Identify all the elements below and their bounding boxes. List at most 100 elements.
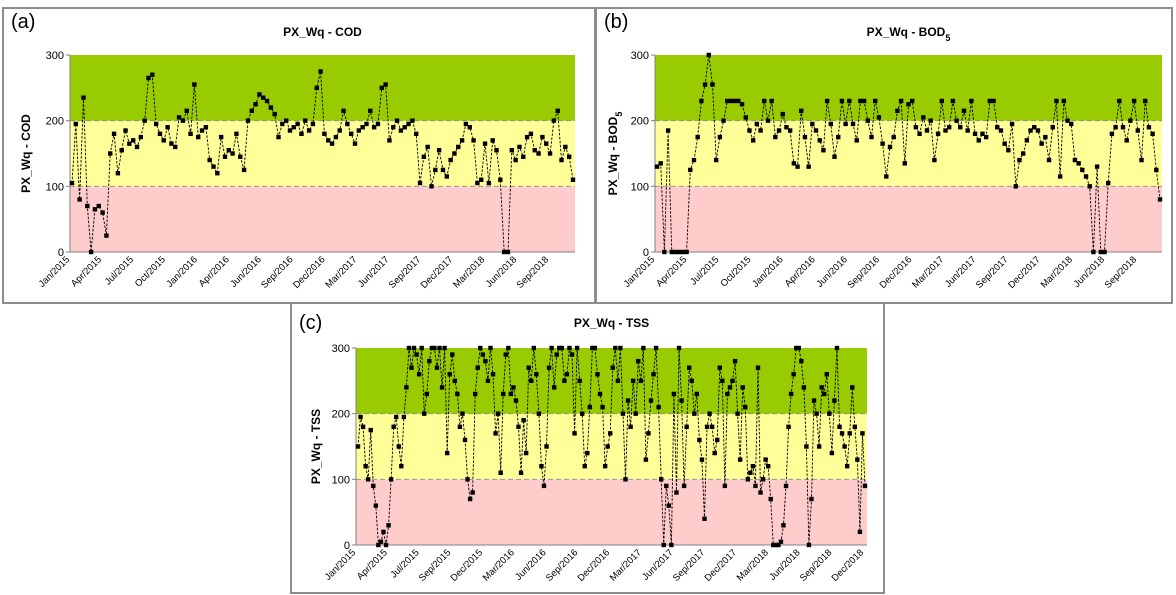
x-tick-label: Sep/2018: [1103, 254, 1140, 291]
x-tick-label: Dec/2016: [576, 547, 613, 584]
data-point: [665, 128, 671, 133]
data-point: [592, 345, 598, 351]
data-point: [610, 365, 615, 370]
data-point: [452, 151, 457, 156]
data-point: [511, 385, 516, 390]
data-point: [572, 431, 577, 436]
data-point: [834, 345, 840, 351]
data-point: [409, 365, 414, 370]
data-point: [396, 444, 401, 449]
data-point: [457, 424, 463, 429]
x-tick-label: Sep/2016: [846, 254, 883, 291]
data-point: [737, 457, 743, 462]
x-tick-label: Mar/2017: [910, 254, 946, 290]
data-point: [551, 385, 557, 390]
x-tick-label: Dec/2017: [703, 547, 740, 584]
y-axis-label-subscript: 5: [614, 112, 624, 117]
data-point: [310, 121, 316, 127]
data-point: [679, 398, 684, 403]
y-tick-label: 300: [631, 50, 649, 62]
data-point: [658, 477, 664, 482]
data-point: [203, 125, 209, 130]
band-0: [655, 186, 1162, 252]
data-point: [337, 128, 342, 133]
data-point: [381, 529, 386, 535]
data-point: [735, 411, 740, 416]
data-point: [709, 424, 715, 429]
data-point: [1146, 125, 1152, 130]
data-point: [1065, 118, 1070, 123]
data-point: [1135, 128, 1141, 133]
data-point: [666, 503, 672, 508]
data-point: [653, 345, 659, 351]
data-point: [486, 180, 492, 186]
x-tick-label: Dec/2016: [878, 254, 915, 291]
data-point: [1131, 98, 1137, 104]
x-tick-label: Sep/2017: [671, 547, 708, 584]
data-point: [795, 164, 800, 169]
data-point: [115, 171, 121, 176]
data-point: [437, 345, 442, 351]
data-point: [482, 141, 488, 146]
data-point: [318, 69, 323, 74]
x-tick-label: Jun/2017: [640, 547, 675, 582]
data-point: [138, 134, 144, 140]
data-point: [646, 431, 651, 436]
data-point: [620, 411, 626, 416]
chart-cod: PX_Wq - COD PX_Wq - COD 0 100 200 300 Jan/2015…: [19, 25, 576, 291]
x-tick-label: Mar/2017: [608, 547, 644, 583]
data-point: [839, 98, 845, 104]
data-point: [763, 457, 768, 462]
data-point: [383, 542, 389, 548]
data-point: [1157, 197, 1163, 202]
data-point: [345, 121, 350, 127]
data-point: [192, 82, 197, 87]
data-point: [802, 134, 808, 140]
data-point: [555, 108, 560, 114]
data-point: [865, 118, 871, 123]
data-point: [623, 477, 628, 482]
data-point: [684, 424, 689, 429]
data-point: [780, 111, 785, 117]
data-point: [123, 128, 128, 133]
data-point: [1024, 138, 1030, 143]
data-point: [434, 365, 440, 370]
data-point: [809, 496, 814, 502]
x-tick-label: Jun/2016: [513, 547, 548, 582]
data-point: [811, 398, 817, 403]
data-point: [562, 378, 567, 384]
data-point: [671, 391, 677, 397]
data-point: [287, 128, 293, 133]
data-point: [472, 391, 478, 397]
data-point: [786, 424, 791, 429]
data-point: [980, 131, 985, 136]
data-point: [794, 345, 799, 351]
data-point: [363, 464, 368, 469]
chart-panel-tss: PX_Wq - TSS PX_Wq - TSS 0 100 200 300 Jan/2015…: [290, 304, 885, 594]
data-point: [972, 131, 978, 136]
data-point: [1143, 98, 1148, 104]
data-point: [411, 345, 417, 351]
data-point: [439, 385, 445, 390]
data-point: [1017, 157, 1022, 163]
data-point: [1080, 167, 1085, 173]
data-point: [276, 134, 281, 140]
data-point: [253, 102, 258, 107]
data-point: [765, 464, 771, 469]
x-tick-label: Dec/2018: [830, 547, 867, 584]
data-point: [1128, 118, 1133, 123]
data-point: [173, 144, 178, 150]
data-point: [108, 151, 113, 156]
data-point: [765, 118, 771, 123]
data-point: [513, 398, 519, 403]
data-point: [536, 411, 542, 416]
data-point: [692, 411, 697, 416]
data-point: [781, 523, 786, 528]
data-point: [524, 134, 530, 140]
data-point: [368, 427, 373, 433]
data-point: [96, 203, 101, 209]
data-point: [605, 444, 610, 449]
data-point: [429, 184, 434, 189]
data-point: [513, 157, 518, 163]
data-point: [539, 464, 544, 469]
